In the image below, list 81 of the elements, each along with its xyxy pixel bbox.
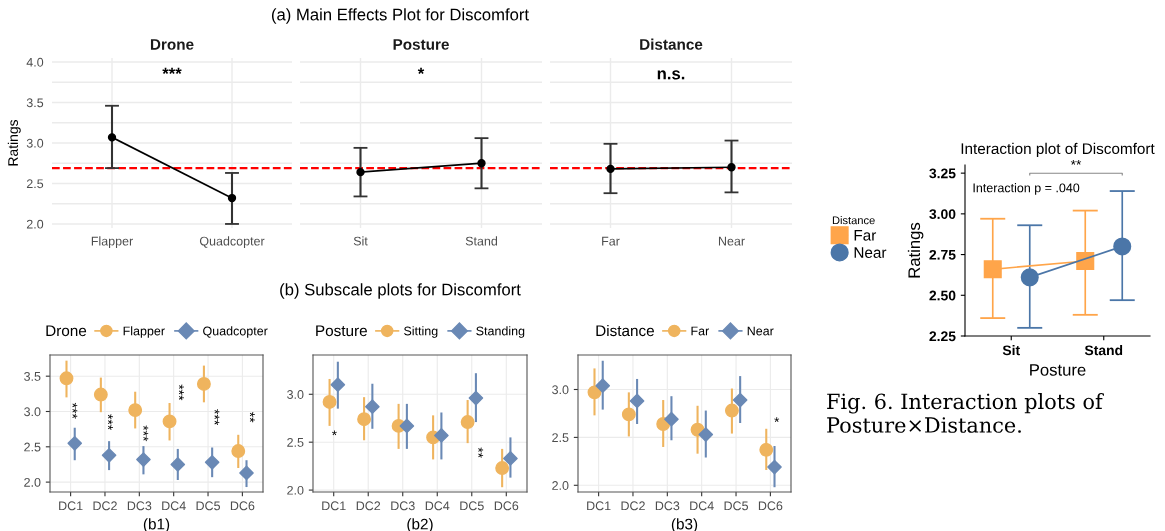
legend-label: Quadcopter — [203, 326, 268, 338]
annotation: *** — [214, 409, 220, 426]
x-tick-label: Quadcopter — [199, 236, 265, 248]
annotation: * — [774, 417, 780, 422]
y-tick-label: 2.0 — [24, 477, 41, 487]
x-tick-label: DC5 — [460, 501, 484, 511]
x-tick-label: DC1 — [587, 501, 611, 511]
y-tick-label: 3.5 — [24, 371, 41, 381]
x-tick-label: DC1 — [322, 501, 346, 511]
y-tick-label: 4.0 — [26, 57, 44, 67]
x-axis-title: Posture — [1030, 364, 1086, 376]
y-tick-label: 3.0 — [552, 385, 569, 395]
chart-title: Distance — [640, 38, 703, 50]
y-tick-label: 2.5 — [26, 179, 44, 189]
chart-title: Drone — [150, 39, 194, 50]
annotation: * — [331, 430, 337, 436]
annotation: ** — [478, 447, 484, 458]
annotation: n.s. — [657, 70, 685, 80]
chart-title: Interaction plot of Discomfort — [961, 142, 1155, 158]
x-tick-label: DC6 — [758, 501, 783, 511]
annotation: *** — [72, 402, 78, 419]
y-tick-label: 2.5 — [24, 442, 41, 452]
y-tick-label: 3.0 — [26, 138, 44, 148]
y-tick-label: 3.0 — [24, 407, 41, 417]
x-tick-label: DC5 — [724, 501, 749, 511]
y-tick-label: 2.25 — [929, 331, 956, 342]
y-tick-label: 2.0 — [287, 485, 304, 495]
y-tick-label: 3.5 — [26, 98, 44, 108]
x-tick-label: DC4 — [162, 501, 186, 511]
x-tick-label: Far — [602, 236, 620, 246]
x-tick-label: DC2 — [621, 501, 645, 511]
x-tick-label: DC5 — [196, 501, 221, 511]
y-tick-label: 3.00 — [929, 209, 956, 220]
annotation: * — [417, 67, 425, 75]
annotation: *** — [143, 425, 149, 442]
y-tick-label: 3.0 — [287, 390, 304, 399]
legend-label: Flapper — [123, 326, 165, 338]
x-tick-label: Sit — [353, 236, 368, 246]
y-tick-label: 2.50 — [929, 290, 956, 301]
text: (a) Main Effects Plot for Discomfort — [271, 8, 529, 24]
y-axis-title: Ratings — [907, 222, 924, 278]
x-tick-label: DC6 — [230, 501, 255, 511]
x-tick-label: DC3 — [655, 501, 680, 511]
annotation: ** — [249, 412, 255, 423]
x-tick-label: Stand — [465, 236, 498, 246]
y-axis-title: Ratings — [7, 119, 21, 166]
chart-title: Posture — [393, 39, 449, 50]
y-tick-label: 3.25 — [929, 168, 956, 179]
legend-title: Distance — [832, 216, 875, 225]
y-tick-label: 2.75 — [929, 249, 956, 260]
x-tick-label: Stand — [1084, 345, 1123, 356]
x-tick-label: DC1 — [59, 501, 83, 511]
x-tick-label: DC2 — [93, 501, 117, 511]
annotation: *** — [162, 67, 182, 75]
legend-label: Near — [747, 326, 774, 336]
y-tick-label: 2.0 — [26, 219, 44, 229]
annotation: *** — [178, 384, 184, 401]
x-tick-label: DC3 — [391, 501, 415, 511]
x-tick-label: DC6 — [494, 501, 519, 511]
y-tick-label: 2.5 — [552, 433, 569, 443]
annotation: Interaction p = .040 — [973, 183, 1080, 195]
text: (b) Subscale plots for Discomfort — [280, 283, 521, 299]
x-tick-label: Near — [718, 236, 745, 246]
text: ** — [1070, 159, 1082, 165]
x-tick-label: DC4 — [425, 501, 450, 511]
x-tick-label: DC2 — [356, 501, 381, 511]
legend-title: Distance — [596, 324, 654, 337]
legend-label: Near — [854, 247, 887, 258]
x-tick-label: Flapper — [91, 236, 133, 248]
legend-label: Sitting — [404, 326, 438, 338]
annotation: *** — [107, 414, 113, 431]
legend-label: Standing — [476, 326, 525, 338]
x-tick-label: Sit — [1002, 345, 1020, 356]
legend-title: Posture — [316, 325, 367, 337]
y-tick-label: 2.5 — [287, 437, 304, 447]
x-tick-label: DC4 — [690, 501, 714, 511]
x-tick-label: DC3 — [127, 501, 152, 511]
caption: Fig. 6. Interaction plots of Posture×Distance. — [827, 393, 1104, 433]
legend-title: Drone — [46, 325, 87, 337]
y-tick-label: 2.0 — [552, 481, 569, 490]
legend-label: Far — [691, 326, 710, 336]
